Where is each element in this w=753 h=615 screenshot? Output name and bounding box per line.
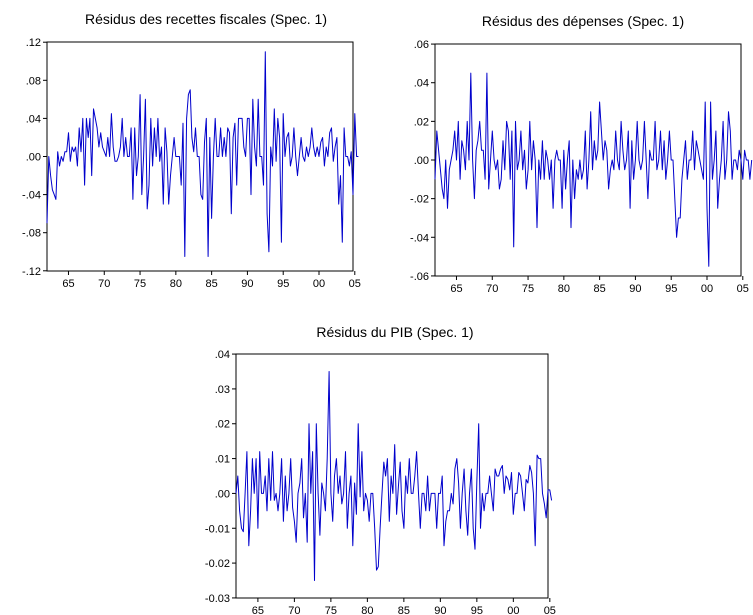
x-tick-label: 65 — [252, 605, 264, 615]
x-tick-label: 90 — [629, 283, 641, 295]
x-tick-label: 05 — [349, 278, 361, 290]
x-tick-label: 85 — [594, 283, 606, 295]
x-tick-label: 75 — [522, 283, 534, 295]
y-tick-label: .01 — [215, 454, 230, 466]
y-tick-label: -.08 — [22, 228, 41, 240]
y-tick-label: .02 — [215, 419, 230, 431]
y-tick-label: .06 — [414, 39, 429, 51]
residual-series-line — [434, 72, 753, 267]
residual-series-line — [235, 371, 553, 581]
y-tick-label: -.06 — [410, 271, 429, 283]
x-tick-label: 00 — [701, 283, 713, 295]
x-tick-label: 05 — [737, 283, 749, 295]
x-tick-label: 80 — [558, 283, 570, 295]
x-tick-label: 70 — [486, 283, 498, 295]
y-tick-label: .00 — [215, 488, 230, 500]
chart-panel-2: Résidus des dépenses (Spec. 1) .06 .04 .02.… — [410, 13, 753, 295]
x-tick-label: 75 — [134, 278, 146, 290]
x-tick-label: 70 — [288, 605, 300, 615]
y-tick-label: .08 — [26, 75, 41, 87]
x-tick-label: 95 — [665, 283, 677, 295]
y-tick-label: .04 — [26, 113, 41, 125]
x-tick-label: 00 — [507, 605, 519, 615]
y-tick-label: .12 — [26, 37, 41, 49]
chart-panel-3: Résidus du PIB (Spec. 1) .04 .03 .02 .01 .00 -… — [205, 324, 556, 615]
x-tick-label: 90 — [241, 278, 253, 290]
y-tick-label: -.04 — [410, 232, 429, 244]
x-tick-label: 85 — [398, 605, 410, 615]
x-tick-label: 95 — [471, 605, 483, 615]
chart-panel-1: Résidus des recettes fiscales (Spec. 1).… — [22, 11, 361, 290]
x-tick-label: 70 — [98, 278, 110, 290]
x-tick-label: 90 — [434, 605, 446, 615]
y-tick-label: -0.02 — [205, 558, 230, 570]
y-tick-label: .00 — [414, 155, 429, 167]
y-tick-label: -.04 — [22, 190, 41, 202]
y-tick-label: -0.01 — [205, 523, 230, 535]
x-tick-label: 00 — [313, 278, 325, 290]
x-tick-label: 80 — [361, 605, 373, 615]
chart-title: Résidus du PIB (Spec. 1) — [316, 324, 473, 340]
x-tick-label: 95 — [277, 278, 289, 290]
y-tick-label: .04 — [414, 78, 429, 90]
y-tick-label: .00 — [26, 152, 41, 164]
x-tick-label: 80 — [170, 278, 182, 290]
y-tick-label: .04 — [215, 349, 230, 361]
plot-frame — [235, 353, 549, 599]
y-tick-label: -0.03 — [205, 593, 230, 605]
chart-title: Résidus des recettes fiscales (Spec. 1) — [85, 11, 327, 27]
x-tick-label: 75 — [325, 605, 337, 615]
x-tick-label: 65 — [62, 278, 74, 290]
x-tick-label: 85 — [206, 278, 218, 290]
residual-series-line — [46, 51, 359, 257]
y-tick-label: .02 — [414, 116, 429, 128]
y-tick-label: -.02 — [410, 194, 429, 206]
y-tick-label: -.12 — [22, 266, 41, 278]
x-tick-label: 05 — [544, 605, 556, 615]
y-tick-label: .03 — [215, 384, 230, 396]
plot-frame — [46, 41, 354, 272]
x-tick-label: 65 — [450, 283, 462, 295]
chart-title: Résidus des dépenses (Spec. 1) — [482, 13, 684, 29]
